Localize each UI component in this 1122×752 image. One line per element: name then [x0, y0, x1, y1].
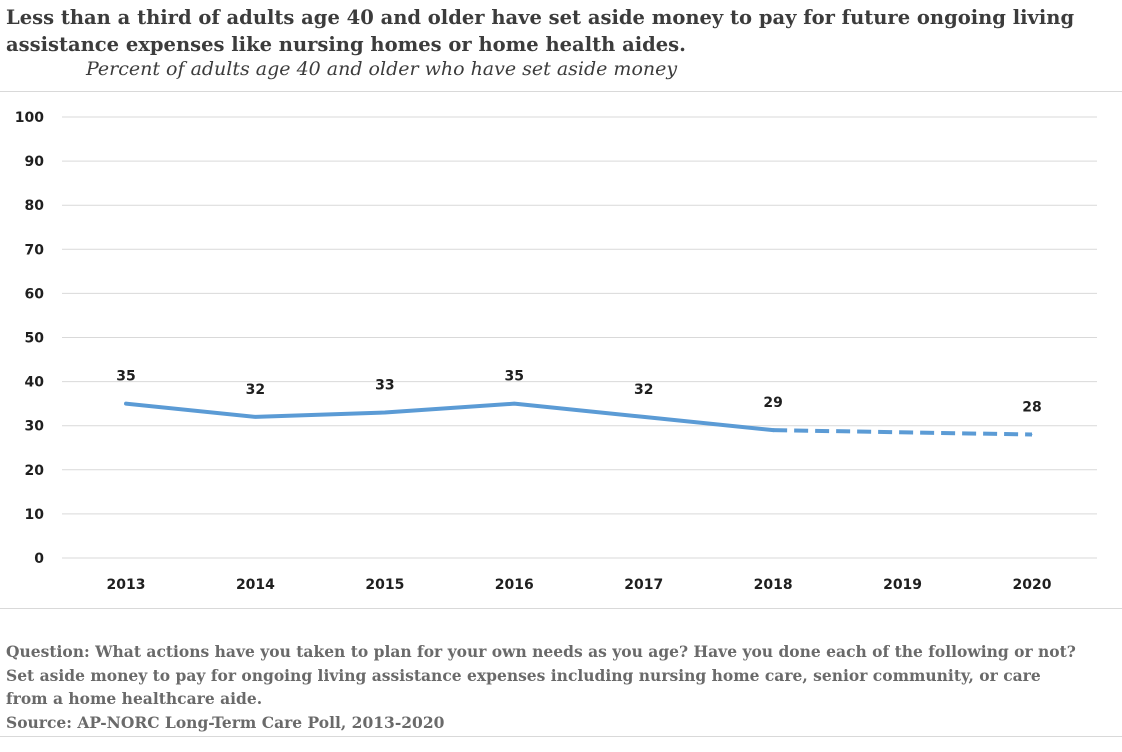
x-tick-label-2015: 2015 [365, 577, 404, 593]
data-label-2016: 35 [505, 369, 524, 385]
data-label-2014: 32 [246, 382, 265, 398]
y-tick-label-50: 50 [25, 331, 45, 347]
chart-title-line-2: assistance expenses like nursing homes o… [6, 33, 686, 56]
footer-divider [0, 736, 1122, 737]
x-tick-label-2020: 2020 [1013, 577, 1052, 593]
y-axis-ticks: 0 10 20 30 40 50 60 70 80 90 100 [15, 110, 44, 567]
data-label-2017: 32 [634, 382, 653, 398]
x-tick-label-2016: 2016 [495, 577, 534, 593]
data-labels: 35 32 33 35 32 29 28 [116, 369, 1041, 416]
y-tick-label-40: 40 [25, 375, 45, 391]
data-point-2018 [772, 429, 774, 431]
top-divider [0, 91, 1122, 92]
series-line-dashed [773, 428, 1033, 437]
data-label-2018: 29 [763, 395, 782, 411]
data-label-2013: 35 [116, 369, 135, 385]
chart-title-line-1: Less than a third of adults age 40 and o… [6, 6, 1075, 29]
y-tick-label-80: 80 [25, 198, 45, 214]
data-point-2014 [254, 416, 256, 418]
question-line-2: Set aside money to pay for ongoing livin… [6, 665, 1041, 685]
question-line-3: from a home healthcare aide. [6, 689, 263, 708]
data-point-2013 [125, 403, 127, 405]
data-point-2015 [384, 411, 386, 413]
series-line [124, 401, 1033, 437]
gridlines [62, 116, 1097, 559]
x-axis-ticks: 2013 2014 2015 2016 2017 2018 2019 2020 [107, 577, 1052, 593]
chart-subtitle: Percent of adults age 40 and older who h… [86, 58, 678, 80]
source-line: Source: AP-NORC Long-Term Care Poll, 201… [6, 712, 445, 732]
y-tick-label-100: 100 [15, 110, 44, 126]
data-point-2017 [643, 416, 645, 418]
y-tick-label-30: 30 [25, 419, 45, 435]
x-tick-label-2018: 2018 [754, 577, 793, 593]
y-tick-label-90: 90 [25, 154, 45, 170]
data-point-2020 [1031, 434, 1033, 436]
y-tick-label-60: 60 [25, 286, 45, 302]
bottom-divider [0, 608, 1122, 609]
footnotes: Question: What actions have you taken to… [6, 640, 1120, 734]
series-line-solid [124, 401, 776, 433]
y-tick-label-10: 10 [25, 507, 45, 523]
x-tick-label-2013: 2013 [107, 577, 146, 593]
y-tick-label-20: 20 [25, 463, 45, 479]
data-label-2020: 28 [1022, 400, 1041, 416]
x-tick-label-2019: 2019 [883, 577, 922, 593]
chart-title: Less than a third of adults age 40 and o… [6, 4, 1106, 58]
question-line-1: Question: What actions have you taken to… [6, 642, 1076, 661]
x-tick-label-2014: 2014 [236, 577, 275, 593]
data-label-2015: 33 [375, 377, 394, 393]
data-point-2016 [513, 403, 515, 405]
y-tick-label-70: 70 [25, 242, 45, 258]
y-tick-label-0: 0 [34, 551, 44, 567]
x-tick-label-2017: 2017 [624, 577, 663, 593]
